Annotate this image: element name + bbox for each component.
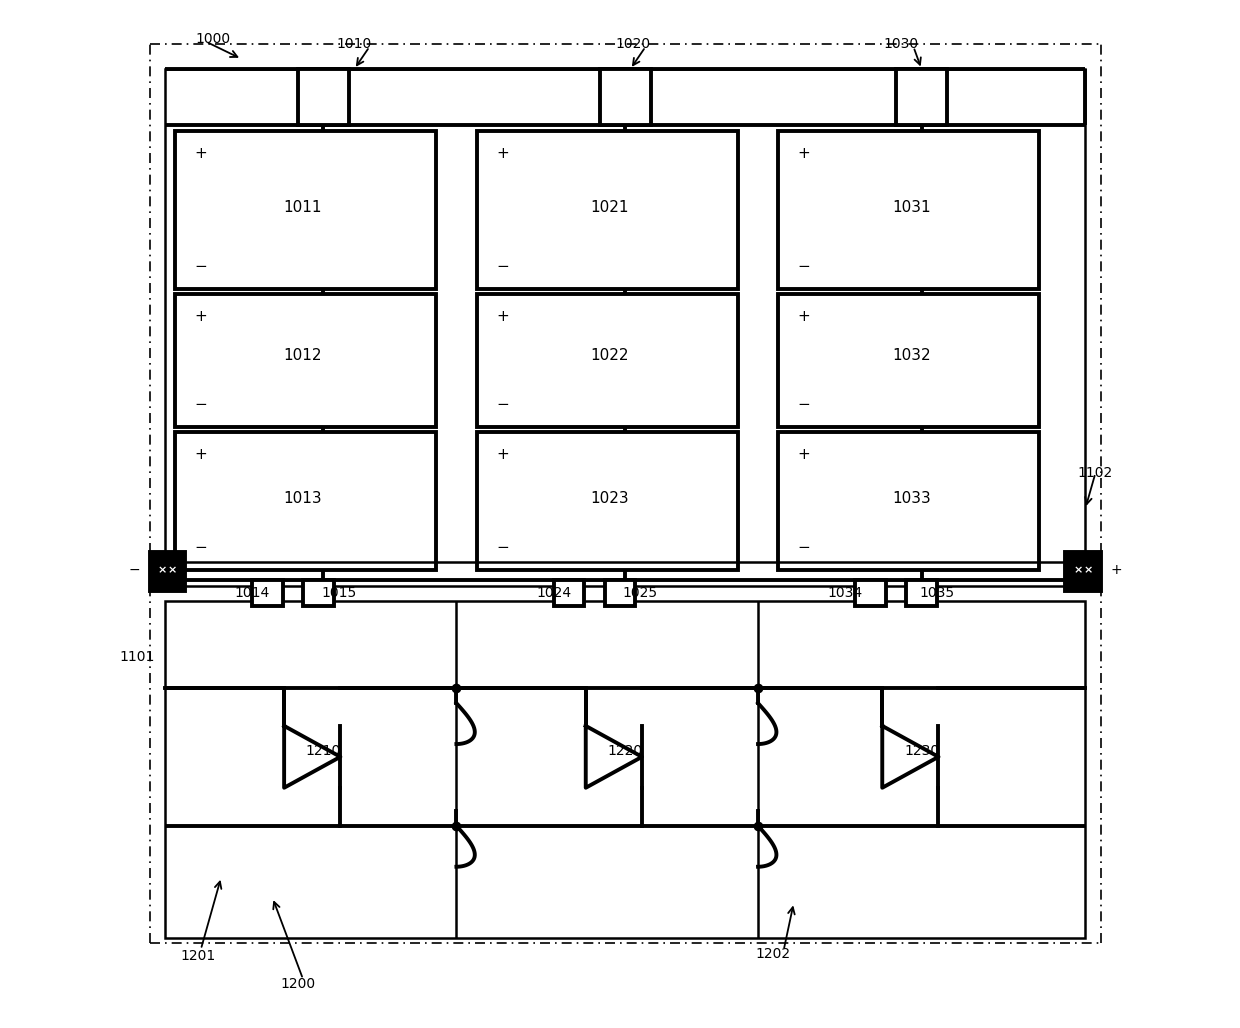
Bar [477,131,738,289]
Bar [175,131,436,289]
Text: −: − [496,259,508,274]
Text: ×: × [1084,565,1092,576]
Bar [553,581,584,607]
Text: 1101: 1101 [120,650,155,664]
Text: 1021: 1021 [590,199,629,215]
Polygon shape [882,726,939,787]
Text: 1031: 1031 [892,199,931,215]
Bar [165,601,1085,939]
Text: 1035: 1035 [919,586,955,599]
Text: +: + [496,146,508,160]
Text: 1014: 1014 [234,586,269,599]
Text: 1000: 1000 [196,32,231,45]
Text: 1012: 1012 [284,348,322,363]
Text: 1024: 1024 [536,586,572,599]
Text: 1015: 1015 [321,586,356,599]
Text: 1034: 1034 [827,586,863,599]
Bar [298,69,348,125]
Text: −: − [195,541,207,555]
Text: 1025: 1025 [622,586,658,599]
Text: 1102: 1102 [1078,466,1114,480]
Bar [477,294,738,427]
Text: 1023: 1023 [590,491,629,506]
Bar [175,294,436,427]
Text: +: + [797,447,811,463]
Bar [605,581,635,607]
Text: +: + [797,309,811,324]
Text: −: − [496,541,508,555]
Text: +: + [496,447,508,463]
Text: +: + [195,447,207,463]
Text: 1030: 1030 [884,37,919,50]
Text: 1202: 1202 [756,947,791,960]
Bar [252,581,283,607]
Text: −: − [797,397,811,412]
Bar [906,581,937,607]
Text: −: − [129,563,140,578]
Bar [150,552,186,591]
Bar [165,69,1085,586]
Text: 1200: 1200 [280,978,315,991]
Bar [600,69,651,125]
Polygon shape [284,726,340,787]
Text: +: + [797,146,811,160]
Bar [897,69,947,125]
Text: +: + [1110,563,1122,578]
Text: 1013: 1013 [284,491,322,506]
Text: ×: × [167,565,177,576]
Text: ×: × [1074,565,1083,576]
Text: 1010: 1010 [336,37,372,50]
Text: 1011: 1011 [284,199,322,215]
Bar [779,294,1039,427]
Bar [779,131,1039,289]
Bar [779,432,1039,571]
Text: +: + [496,309,508,324]
Text: 1032: 1032 [892,348,931,363]
Text: +: + [195,146,207,160]
Text: −: − [195,259,207,274]
Text: 1022: 1022 [590,348,629,363]
Text: 1033: 1033 [892,491,931,506]
Bar [303,581,334,607]
Text: −: − [797,259,811,274]
Text: +: + [195,309,207,324]
Text: −: − [496,397,508,412]
Text: −: − [195,397,207,412]
Bar [175,432,436,571]
Text: 1220: 1220 [608,744,642,759]
Text: −: − [797,541,811,555]
Text: 1020: 1020 [616,37,651,50]
Text: ×: × [157,565,166,576]
Bar [477,432,738,571]
Text: 1210: 1210 [306,744,341,759]
Text: 1201: 1201 [180,949,216,962]
Bar [1065,552,1101,591]
Polygon shape [585,726,642,787]
Bar [856,581,885,607]
Text: 1230: 1230 [904,744,939,759]
